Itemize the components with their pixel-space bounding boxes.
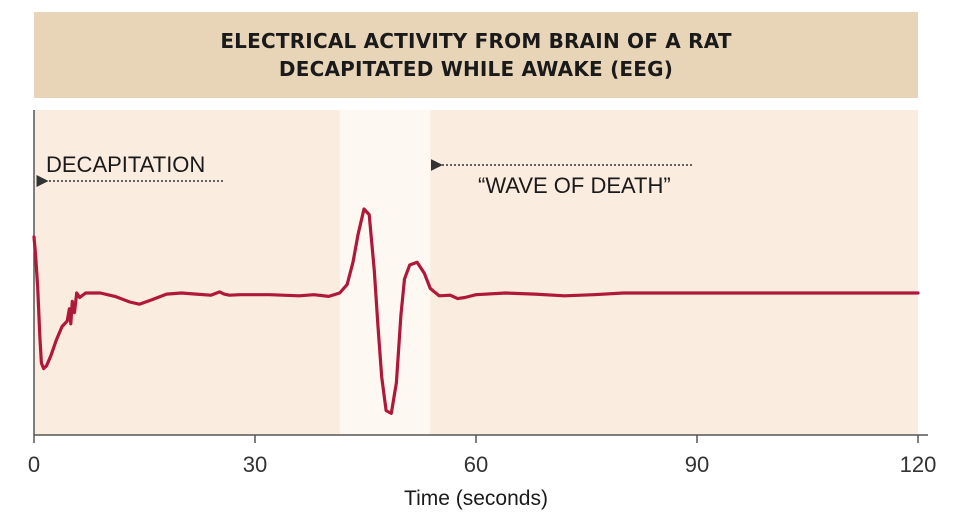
- x-axis-label: Time (seconds): [404, 487, 548, 510]
- chart-title-banner: ELECTRICAL ACTIVITY FROM BRAIN OF A RAT …: [34, 12, 918, 98]
- x-tick-label: 0: [28, 452, 40, 477]
- x-tick-label: 120: [900, 452, 937, 477]
- wave-highlight-band: [339, 110, 431, 435]
- wave-of-death-annotation-label: “WAVE OF DEATH”: [478, 173, 671, 198]
- plot-background: [34, 110, 918, 435]
- x-tick-label: 90: [685, 452, 709, 477]
- chart-title-line-1: ELECTRICAL ACTIVITY FROM BRAIN OF A RAT: [220, 29, 732, 53]
- decapitation-annotation-label: DECAPITATION: [46, 152, 205, 177]
- x-tick-label: 60: [464, 452, 488, 477]
- x-tick-label: 30: [243, 452, 267, 477]
- eeg-series-line: [32, 207, 920, 415]
- chart-title-line-2: DECAPITATED WHILE AWAKE (EEG): [278, 57, 674, 81]
